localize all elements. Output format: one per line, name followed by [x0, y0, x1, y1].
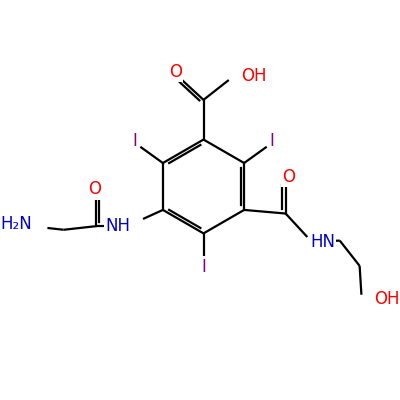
Text: I: I — [132, 132, 137, 150]
Text: I: I — [270, 132, 274, 150]
Text: NH: NH — [106, 217, 130, 235]
Text: O: O — [88, 180, 101, 198]
Text: O: O — [169, 63, 182, 81]
Text: H₂N: H₂N — [0, 215, 32, 233]
Text: O: O — [282, 168, 295, 186]
Text: I: I — [201, 258, 206, 276]
Text: HN: HN — [310, 234, 335, 252]
Text: OH: OH — [374, 290, 400, 308]
Text: OH: OH — [242, 66, 267, 84]
